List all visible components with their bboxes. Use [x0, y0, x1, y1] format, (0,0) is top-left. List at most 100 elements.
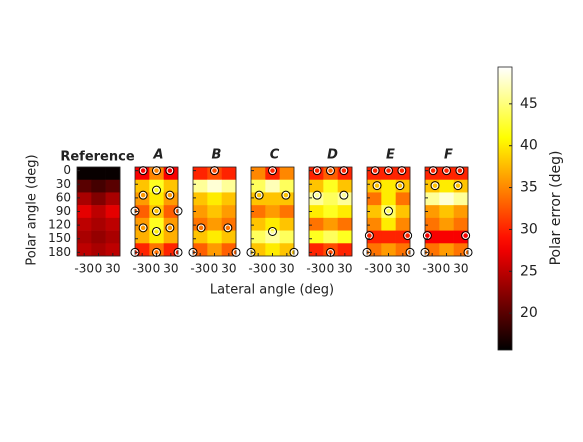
marker	[138, 166, 148, 176]
heatmap-cell	[77, 217, 92, 231]
marker-inner	[404, 232, 411, 239]
heatmap-cell	[207, 243, 222, 257]
colorbar-label: Polar error (deg)	[548, 151, 564, 266]
heatmap-cell	[453, 192, 469, 206]
colorbar-tick-label: 30	[520, 221, 538, 237]
heatmap-cell	[381, 243, 396, 257]
heatmap-cell	[395, 192, 411, 206]
heatmap-cell	[337, 230, 353, 244]
heatmap-cell	[221, 243, 237, 257]
colorbar-tick-label: 20	[520, 305, 538, 321]
marker-inner	[454, 182, 462, 189]
marker	[422, 231, 432, 241]
marker	[370, 166, 380, 176]
heatmap-cell	[193, 192, 208, 206]
heatmap-cell	[91, 192, 106, 206]
x-tick-label: 0	[95, 262, 103, 276]
heatmap-cell	[193, 167, 208, 181]
marker-inner	[456, 167, 464, 174]
heatmap-cell	[367, 217, 382, 231]
x-tick-label: 0	[327, 262, 335, 276]
heatmap-cell	[309, 205, 324, 219]
heatmap-cell	[395, 205, 411, 219]
heatmap-cell	[309, 217, 324, 231]
heatmap-cell	[309, 230, 324, 244]
marker-inner	[290, 249, 298, 256]
marker	[403, 231, 413, 241]
heatmap-cell	[105, 217, 121, 231]
heatmap-cell	[265, 192, 280, 206]
marker	[339, 166, 349, 176]
heatmap-cell	[279, 217, 295, 231]
heatmap-cell	[439, 192, 454, 206]
heatmap-cell	[207, 192, 222, 206]
marker-inner	[139, 167, 147, 174]
heatmap-cell	[279, 167, 295, 181]
heatmap-cell	[337, 179, 353, 193]
heatmap-cell	[367, 192, 382, 206]
heatmap-cell	[105, 179, 121, 193]
x-tick-label: -30	[74, 262, 94, 276]
x-tick-label: 30	[163, 262, 178, 276]
heatmap-cell	[221, 167, 237, 181]
heatmap-cell	[105, 192, 121, 206]
heatmap-cell	[395, 243, 411, 257]
heatmap-cell	[453, 205, 469, 219]
heatmap-cell	[323, 205, 338, 219]
heatmap-cell	[193, 230, 208, 244]
marker-inner	[153, 186, 160, 194]
marker-inner	[371, 167, 379, 174]
heatmap-cell	[221, 205, 237, 219]
heatmap-cell	[439, 217, 454, 231]
heatmap-cell	[279, 179, 295, 193]
heatmap-cell	[251, 205, 266, 219]
x-tick-label: 0	[153, 262, 161, 276]
x-tick-label: 0	[269, 262, 277, 276]
heatmap-cell	[381, 230, 396, 244]
heatmap-cell	[381, 192, 396, 206]
heatmap-cell	[221, 179, 237, 193]
marker	[405, 247, 415, 257]
marker	[312, 190, 322, 200]
heatmap-cell	[251, 167, 266, 181]
heatmap-cell	[453, 230, 469, 244]
heatmap-cell	[251, 179, 266, 193]
marker-inner	[313, 167, 321, 174]
x-tick-label: 30	[105, 262, 120, 276]
x-tick-label: 30	[221, 262, 236, 276]
x-tick-label: -30	[422, 262, 442, 276]
x-tick-label: 30	[453, 262, 468, 276]
marker-inner	[396, 182, 404, 189]
heatmap-cell	[105, 230, 121, 244]
heatmap-cell	[91, 243, 106, 257]
marker	[461, 231, 471, 241]
heatmap-cell	[149, 230, 164, 244]
heatmap-cell	[323, 192, 338, 206]
heatmap-cell	[77, 230, 92, 244]
marker-inner	[327, 167, 334, 174]
marker	[364, 231, 374, 241]
marker-inner	[153, 207, 160, 215]
marker	[455, 166, 465, 176]
marker	[268, 226, 277, 236]
heatmap-cell	[323, 217, 338, 231]
heatmap-cell	[395, 230, 411, 244]
heatmap-cell	[91, 217, 106, 231]
heatmap-cell	[77, 179, 92, 193]
heatmap-cell	[193, 205, 208, 219]
marker	[312, 166, 322, 176]
heatmap-cell	[309, 179, 324, 193]
heatmap-cell	[323, 230, 338, 244]
marker	[173, 206, 183, 216]
marker	[196, 223, 206, 233]
marker	[326, 247, 335, 257]
marker	[152, 226, 161, 236]
y-tick-label: 60	[56, 190, 71, 204]
marker	[152, 206, 161, 216]
heatmap-cell	[135, 230, 150, 244]
heatmap-cell	[105, 205, 121, 219]
heatmap-cell	[105, 243, 121, 257]
x-tick-label: -30	[132, 262, 152, 276]
heatmap-cell	[425, 230, 440, 244]
